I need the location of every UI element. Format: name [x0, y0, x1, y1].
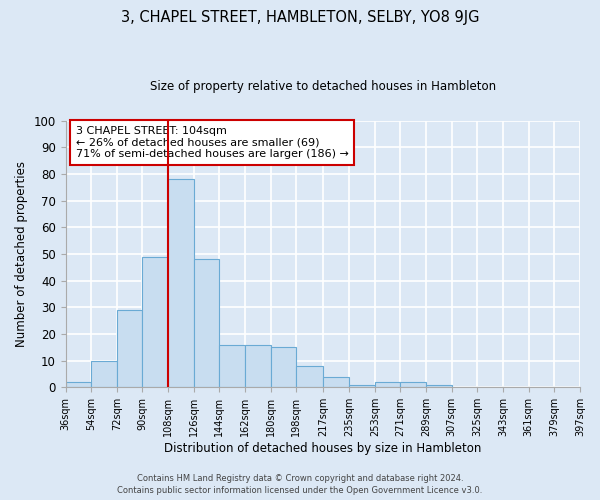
- Title: Size of property relative to detached houses in Hambleton: Size of property relative to detached ho…: [150, 80, 496, 93]
- Bar: [400, 382, 426, 388]
- Bar: [194, 260, 220, 388]
- Text: 3 CHAPEL STREET: 104sqm
← 26% of detached houses are smaller (69)
71% of semi-de: 3 CHAPEL STREET: 104sqm ← 26% of detache…: [76, 126, 349, 159]
- Bar: [117, 310, 142, 388]
- X-axis label: Distribution of detached houses by size in Hambleton: Distribution of detached houses by size …: [164, 442, 481, 455]
- Bar: [426, 384, 452, 388]
- Bar: [220, 344, 245, 388]
- Bar: [91, 360, 117, 388]
- Text: 3, CHAPEL STREET, HAMBLETON, SELBY, YO8 9JG: 3, CHAPEL STREET, HAMBLETON, SELBY, YO8 …: [121, 10, 479, 25]
- Bar: [271, 348, 296, 388]
- Y-axis label: Number of detached properties: Number of detached properties: [15, 161, 28, 347]
- Bar: [375, 382, 400, 388]
- Bar: [296, 366, 323, 388]
- Bar: [142, 256, 168, 388]
- Bar: [168, 179, 194, 388]
- Bar: [245, 344, 271, 388]
- Text: Contains HM Land Registry data © Crown copyright and database right 2024.
Contai: Contains HM Land Registry data © Crown c…: [118, 474, 482, 495]
- Bar: [349, 384, 375, 388]
- Bar: [323, 376, 349, 388]
- Bar: [65, 382, 91, 388]
